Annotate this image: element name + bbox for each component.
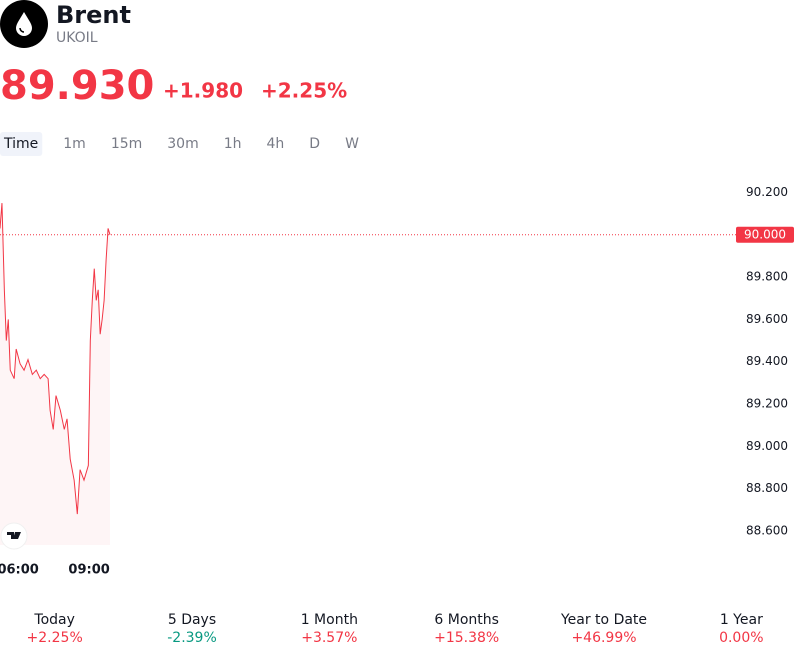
- y-tick-label: 89.200: [746, 397, 788, 411]
- y-tick-label: 89.400: [746, 354, 788, 368]
- interval-tab[interactable]: D: [309, 136, 320, 152]
- y-tick-label: 90.200: [746, 185, 788, 199]
- price: 89.930: [0, 63, 154, 109]
- period-change[interactable]: -2.39%: [167, 630, 217, 646]
- period-label[interactable]: 5 Days: [168, 612, 216, 628]
- price-line-series: [0, 203, 111, 515]
- y-tick-label: 89.000: [746, 439, 788, 453]
- period-label[interactable]: 1 Year: [720, 612, 763, 628]
- y-tick-label: 88.800: [746, 481, 788, 495]
- period-label[interactable]: 6 Months: [434, 612, 499, 628]
- period-change[interactable]: +46.99%: [571, 630, 636, 646]
- interval-tab[interactable]: 1h: [224, 136, 242, 152]
- period-change[interactable]: +15.38%: [434, 630, 499, 646]
- period-change[interactable]: 0.00%: [719, 630, 763, 646]
- x-tick-label: 09:00: [68, 563, 109, 578]
- x-tick-label: 06:00: [0, 563, 39, 578]
- drop-shine: [19, 27, 25, 33]
- current-price-label: 90.000: [744, 227, 786, 241]
- y-tick-label: 89.600: [746, 312, 788, 326]
- tab-selected-bg: [0, 132, 43, 156]
- period-label[interactable]: Today: [33, 612, 75, 628]
- y-tick-label: 89.800: [746, 270, 788, 284]
- current-price-tag: [736, 226, 794, 243]
- interval-tab[interactable]: W: [345, 136, 359, 152]
- area: [0, 203, 111, 545]
- symbol-ticker: UKOIL: [56, 30, 98, 46]
- tv-logo: [7, 532, 21, 539]
- period-label[interactable]: 1 Month: [301, 612, 358, 628]
- interval-tab[interactable]: 4h: [267, 136, 285, 152]
- price-change-percent: +2.25%: [261, 79, 347, 103]
- period-change[interactable]: +2.25%: [27, 630, 83, 646]
- price-change: +1.980: [163, 79, 243, 103]
- period-label[interactable]: Year to Date: [560, 612, 647, 628]
- period-change[interactable]: +3.57%: [301, 630, 357, 646]
- y-tick-label: 88.600: [746, 523, 788, 537]
- interval-tab[interactable]: Time: [3, 136, 38, 152]
- interval-tab[interactable]: 1m: [63, 136, 86, 152]
- interval-tab[interactable]: 30m: [167, 136, 198, 152]
- interval-tab[interactable]: 15m: [111, 136, 142, 152]
- symbol-name: Brent: [56, 1, 131, 29]
